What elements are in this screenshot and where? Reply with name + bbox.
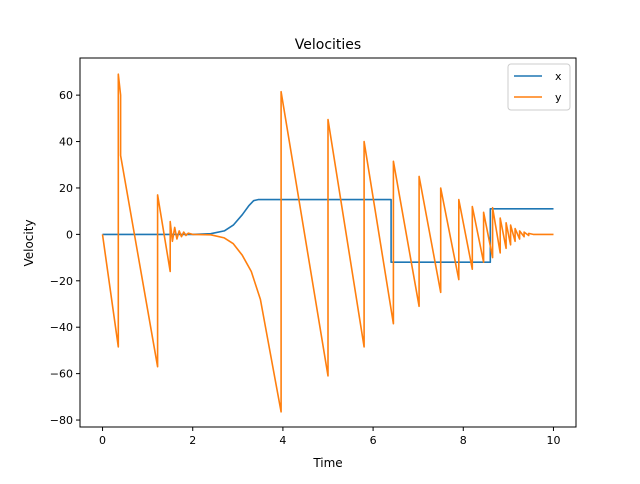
chart-title: Velocities — [295, 37, 361, 53]
legend: x y — [507, 63, 571, 111]
series-line-x — [102, 198, 554, 263]
legend-label-y: y — [555, 91, 562, 104]
x-tick-label: 6 — [370, 434, 377, 447]
y-tick-label: −20 — [50, 275, 73, 288]
axes-frame — [79, 57, 577, 428]
x-tick-label: 10 — [546, 434, 560, 447]
y-tick-label: 20 — [59, 182, 73, 195]
plot-area — [101, 73, 554, 413]
legend-label-x: x — [555, 70, 562, 83]
y-axis-label: Velocity — [22, 219, 36, 266]
y-axis: −80 −60 −40 −20 0 20 40 60 — [50, 89, 80, 427]
series-line-y — [101, 73, 554, 413]
y-tick-label: 40 — [59, 136, 73, 149]
x-tick-label: 8 — [460, 434, 467, 447]
y-tick-label: 60 — [59, 89, 73, 102]
y-tick-label: −40 — [50, 321, 73, 334]
y-tick-label: 0 — [66, 228, 73, 241]
x-tick-label: 0 — [99, 434, 106, 447]
x-tick-label: 4 — [279, 434, 286, 447]
x-axis: 0 2 4 6 8 10 — [99, 427, 560, 447]
y-tick-label: −60 — [50, 368, 73, 381]
y-tick-label: −80 — [50, 414, 73, 427]
x-tick-label: 2 — [189, 434, 196, 447]
x-axis-label: Time — [312, 456, 342, 470]
